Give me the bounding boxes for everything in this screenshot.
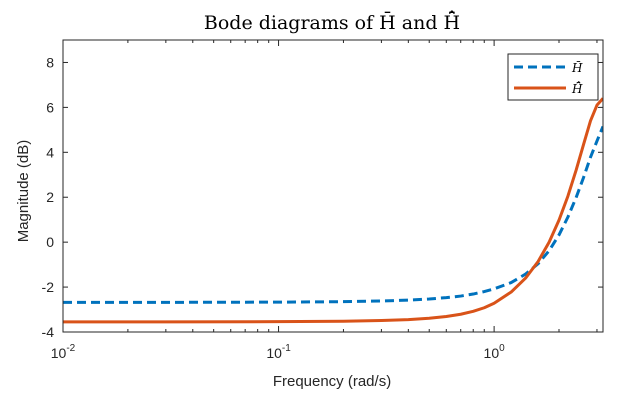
legend: H̄ H̄̂ — [507, 53, 599, 101]
y-tick-label: -2 — [42, 279, 55, 295]
y-axis-label: Magnitude (dB) — [15, 140, 32, 243]
legend-label-1: H̄ — [571, 60, 583, 75]
x-tick-label: 100 — [484, 343, 506, 361]
x-axis: 10-2 10-1 100 — [51, 40, 598, 361]
series-line-1 — [63, 125, 603, 304]
chart-title: Bode diagrams of H̄ and H̄̂ — [204, 10, 460, 34]
y-tick-label: 0 — [46, 234, 54, 250]
y-axis: 8 6 4 2 0 -2 -4 — [42, 54, 603, 340]
series-group — [63, 97, 603, 324]
x-tick-label: 10-1 — [266, 343, 291, 361]
y-tick-label: 8 — [46, 54, 54, 70]
x-tick-label: 10-2 — [51, 343, 76, 361]
legend-label-2: H̄̂ — [571, 80, 583, 96]
plot-frame — [62, 39, 604, 333]
y-tick-label: -4 — [42, 324, 55, 340]
y-tick-label: 2 — [46, 189, 54, 205]
series-line-2 — [63, 97, 603, 324]
x-axis-label: Frequency (rad/s) — [273, 373, 391, 390]
y-tick-label: 4 — [46, 144, 54, 160]
legend-box — [507, 53, 599, 101]
y-tick-label: 6 — [46, 99, 54, 115]
